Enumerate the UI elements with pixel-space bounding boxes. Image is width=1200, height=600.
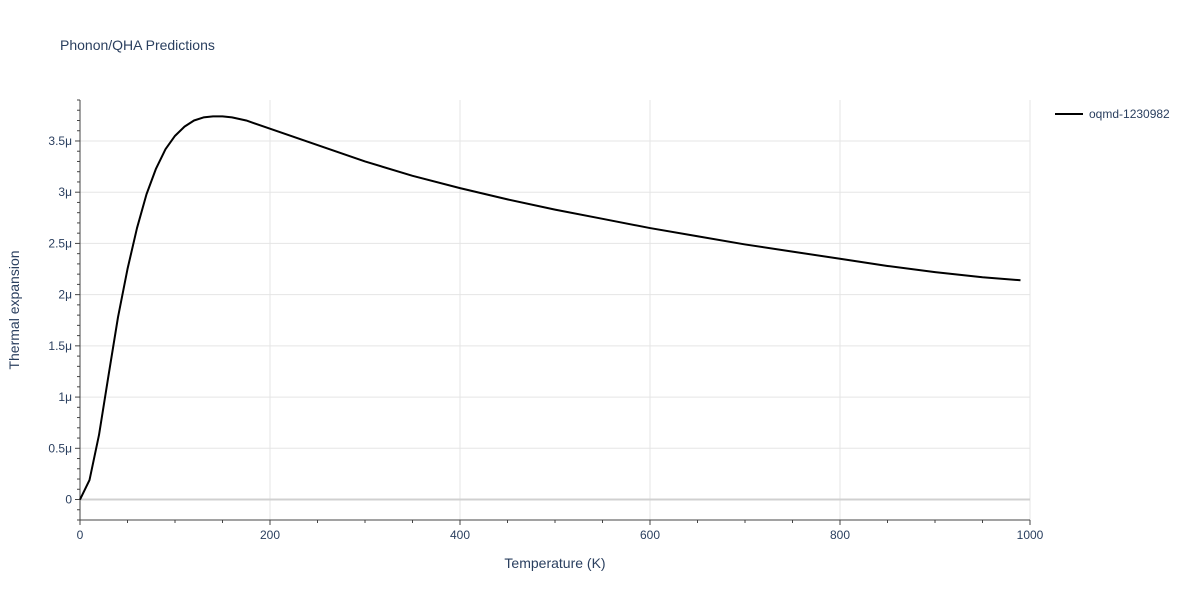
plot-area — [79, 115, 1021, 500]
x-tick-label: 1000 — [1017, 528, 1044, 542]
x-tick-label: 200 — [260, 528, 280, 542]
y-tick-label: 3.5μ — [48, 134, 72, 148]
x-axis-title: Temperature (K) — [504, 555, 605, 571]
axes — [75, 99, 1031, 525]
y-axis-ticks: 0 0.5μ 1μ 1.5μ 2μ 2.5μ 3μ 3.5μ — [48, 134, 72, 507]
x-tick-label: 800 — [830, 528, 850, 542]
grid — [80, 100, 1031, 520]
y-tick-label: 0.5μ — [48, 441, 72, 455]
y-tick-label: 3μ — [58, 185, 72, 199]
legend-label[interactable]: oqmd-1230982 — [1089, 107, 1170, 121]
y-tick-label: 2μ — [58, 288, 72, 302]
x-tick-label: 400 — [450, 528, 470, 542]
chart-title: Phonon/QHA Predictions — [60, 37, 215, 53]
x-axis-ticks: 0 200 400 600 800 1000 — [77, 528, 1044, 542]
y-tick-label: 1.5μ — [48, 339, 72, 353]
y-tick-label: 0 — [65, 493, 72, 507]
series-line — [79, 115, 1021, 500]
y-axis-title: Thermal expansion — [6, 250, 22, 369]
y-tick-label: 2.5μ — [48, 236, 72, 250]
x-tick-label: 0 — [77, 528, 84, 542]
legend[interactable]: oqmd-1230982 — [1055, 107, 1170, 121]
y-tick-label: 1μ — [58, 390, 72, 404]
x-tick-label: 600 — [640, 528, 660, 542]
